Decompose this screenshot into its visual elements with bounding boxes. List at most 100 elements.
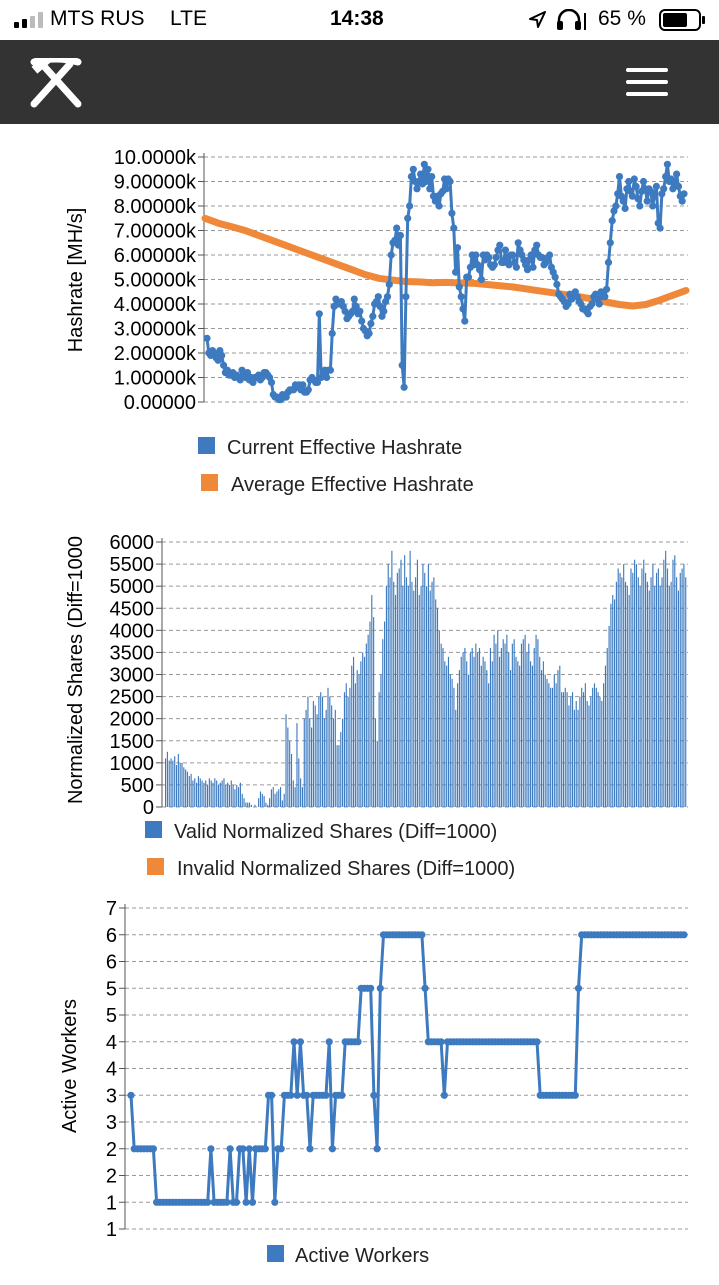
valid-shares-bar xyxy=(199,778,201,807)
current-hashrate-point xyxy=(446,177,454,186)
valid-shares-bar xyxy=(316,714,318,808)
valid-shares-bar xyxy=(471,648,473,807)
valid-shares-bar xyxy=(267,804,269,807)
valid-shares-bar xyxy=(387,564,389,807)
y-axis-label: Hashrate [MH/s] xyxy=(65,208,87,352)
average-hashrate-line xyxy=(201,214,690,310)
current-hashrate-point xyxy=(639,177,648,186)
current-hashrate-point xyxy=(369,312,377,320)
valid-shares-bar xyxy=(360,661,362,808)
valid-shares-bar xyxy=(232,784,234,807)
active-workers-point xyxy=(287,1091,295,1099)
current-hashrate-point xyxy=(476,266,484,274)
active-workers-point xyxy=(370,1091,378,1099)
legend-label-invalid[interactable]: Invalid Normalized Shares (Diff=1000) xyxy=(177,858,515,880)
current-hashrate-point xyxy=(428,173,436,181)
legend-label-workers[interactable]: Active Workers xyxy=(295,1245,429,1267)
valid-shares-bar xyxy=(665,550,667,807)
current-hashrate-point xyxy=(674,182,683,190)
valid-shares-bar xyxy=(478,648,481,807)
valid-shares-bar xyxy=(659,586,661,807)
valid-shares-bar xyxy=(367,634,369,808)
active-workers-point xyxy=(290,1038,298,1046)
top-navbar xyxy=(0,40,719,124)
valid-shares-bar xyxy=(681,568,683,807)
valid-shares-bar xyxy=(300,778,302,807)
valid-shares-bar xyxy=(203,782,205,807)
active-workers-point xyxy=(303,1091,311,1099)
valid-shares-bar xyxy=(172,760,174,807)
current-hashrate-point xyxy=(606,239,614,247)
current-hashrate-point xyxy=(630,175,638,183)
valid-shares-bar xyxy=(248,802,251,807)
valid-shares-bar xyxy=(557,670,559,807)
valid-shares-bar xyxy=(634,559,636,807)
valid-shares-bar xyxy=(482,656,484,807)
valid-shares-bar xyxy=(201,780,203,807)
valid-shares-bar xyxy=(537,639,539,807)
legend-label-valid[interactable]: Valid Normalized Shares (Diff=1000) xyxy=(174,821,497,843)
hamburger-menu-button[interactable] xyxy=(622,64,670,100)
valid-shares-bar xyxy=(194,778,196,807)
valid-shares-bar xyxy=(451,678,453,807)
valid-shares-bar xyxy=(402,586,404,807)
valid-shares-bar xyxy=(230,780,232,807)
valid-shares-bar xyxy=(349,687,351,808)
pickaxe-hammer-icon[interactable] xyxy=(28,58,84,108)
current-hashrate-point xyxy=(634,195,642,203)
current-hashrate-point xyxy=(512,263,521,271)
valid-shares-bar xyxy=(334,709,336,807)
current-hashrate-point xyxy=(404,214,412,222)
valid-shares-bar xyxy=(612,595,614,807)
valid-shares-bar xyxy=(546,678,548,807)
signal-icon xyxy=(14,12,43,28)
valid-shares-bar xyxy=(170,758,172,807)
current-hashrate-point xyxy=(619,197,627,205)
legend-label-current[interactable]: Current Effective Hashrate xyxy=(227,437,462,459)
valid-shares-bar xyxy=(531,665,533,807)
current-hashrate-point xyxy=(464,273,473,281)
active-workers-point xyxy=(354,1038,362,1046)
current-hashrate-point xyxy=(496,241,504,249)
valid-shares-bar xyxy=(208,778,210,807)
valid-shares-bar xyxy=(643,559,645,807)
current-hashrate-point xyxy=(628,192,637,200)
valid-shares-bar xyxy=(415,577,417,807)
current-hashrate-point xyxy=(604,258,613,266)
y-tick-label: 6 xyxy=(106,925,117,947)
y-tick-label: 5 xyxy=(106,1005,117,1027)
clock: 14:38 xyxy=(330,7,384,30)
current-hashrate-point xyxy=(546,251,554,259)
current-hashrate-point xyxy=(315,310,323,318)
current-hashrate-point xyxy=(608,217,616,225)
current-hashrate-point xyxy=(348,307,357,315)
current-hashrate-point xyxy=(402,293,410,301)
legend-label-average[interactable]: Average Effective Hashrate xyxy=(231,474,474,496)
current-hashrate-point xyxy=(442,185,450,193)
valid-shares-bar xyxy=(325,709,327,807)
active-workers-point xyxy=(322,1091,330,1099)
valid-shares-bar xyxy=(650,577,652,807)
hashrate-chart: 0.00000 1.00000k 2.00000k 3.00000k 4.00000k 5… xyxy=(0,124,719,508)
valid-shares-bar xyxy=(362,652,364,807)
current-hashrate-point xyxy=(326,366,334,374)
active-workers-point xyxy=(680,931,688,939)
valid-shares-bar xyxy=(345,683,347,807)
valid-shares-bar xyxy=(524,634,526,808)
valid-shares-bar xyxy=(522,639,524,807)
valid-shares-bar xyxy=(568,705,570,807)
valid-shares-bar xyxy=(181,762,183,807)
valid-shares-bar xyxy=(429,590,431,807)
valid-shares-bar xyxy=(285,714,287,808)
current-hashrate-point xyxy=(407,173,415,181)
current-hashrate-point xyxy=(383,293,392,301)
y-tick-label: 3 xyxy=(106,1085,117,1107)
current-hashrate-point xyxy=(450,224,458,232)
current-hashrate-point xyxy=(514,239,522,247)
valid-shares-bar xyxy=(655,572,658,807)
active-workers-point xyxy=(226,1145,234,1153)
valid-shares-bar xyxy=(296,723,298,807)
valid-shares-bar xyxy=(581,687,583,808)
valid-shares-bar xyxy=(239,782,241,807)
current-hashrate-point xyxy=(667,175,675,183)
